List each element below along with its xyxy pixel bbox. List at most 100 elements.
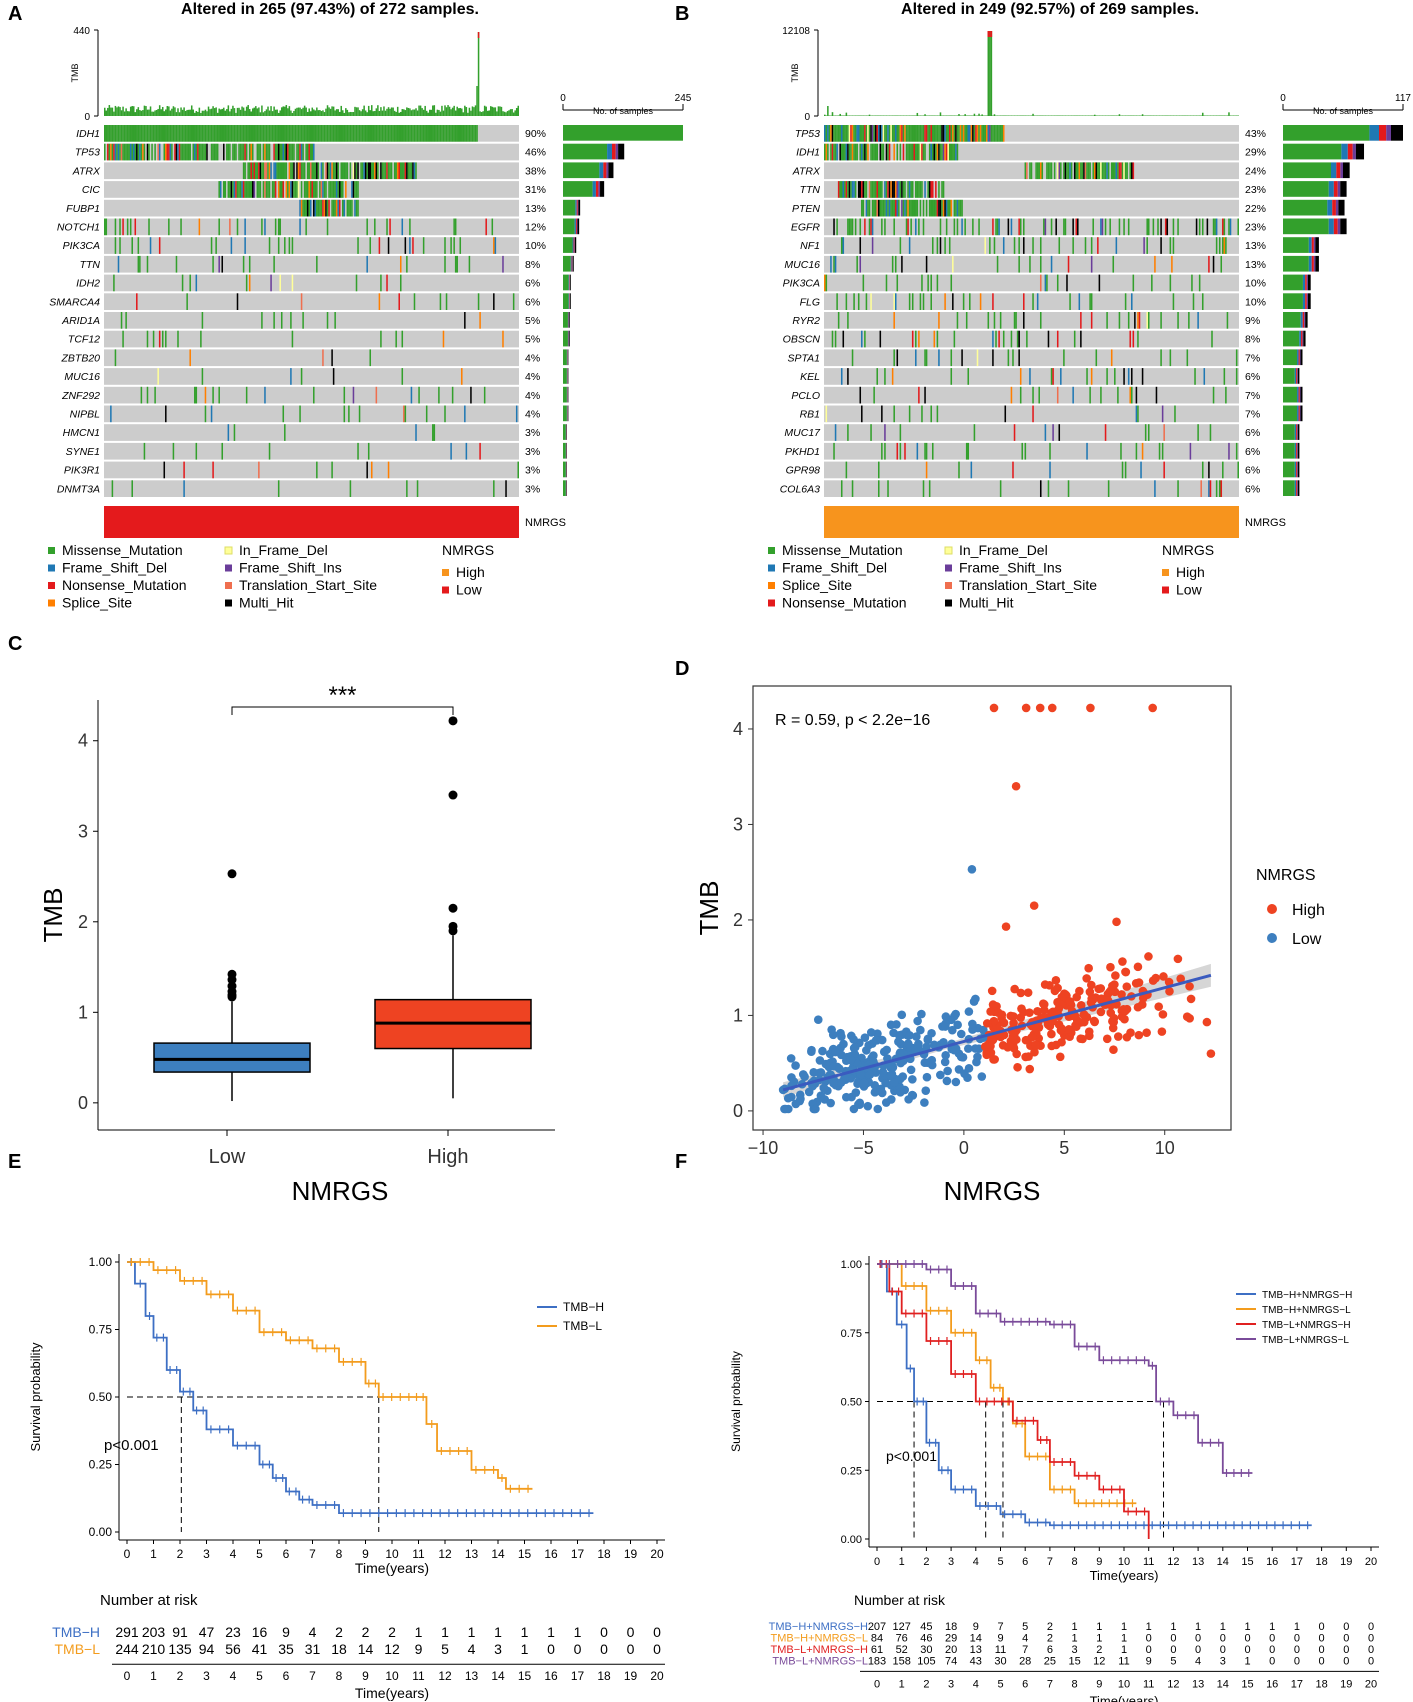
- gene-label: IDH1: [796, 147, 820, 159]
- mutation-cell: [911, 330, 914, 348]
- mutation-cell: [190, 125, 193, 142]
- mutation-cell: [271, 181, 274, 198]
- mutation-cell: [845, 461, 848, 479]
- mutation-cell: [189, 274, 191, 292]
- scatter-point-low: [894, 1037, 903, 1047]
- tmb-bar: [236, 107, 239, 116]
- tmb-bar: [864, 115, 866, 116]
- mutation-cell: [226, 125, 228, 142]
- mutation-cell: [271, 125, 274, 142]
- mutation-cell: [851, 218, 854, 236]
- mutation-cell: [221, 442, 224, 460]
- mutation-cell: [1023, 312, 1025, 329]
- mutation-cell: [251, 143, 254, 161]
- tmb-bar: [856, 115, 858, 116]
- mutation-cell: [1146, 312, 1148, 329]
- mutation-cell: [288, 162, 291, 180]
- x-tick-label: 6: [1022, 1556, 1028, 1568]
- mutation-cell: [300, 368, 303, 385]
- mutation-cell: [953, 125, 956, 142]
- gene-label: ATRX: [72, 165, 101, 177]
- tmb-bar: [203, 110, 205, 116]
- tmb-bar: [976, 115, 979, 116]
- mutation-cell: [1169, 237, 1172, 254]
- mutation-cell: [847, 368, 849, 385]
- y-tick-label: 2: [733, 910, 743, 930]
- mutation-cell: [853, 125, 855, 142]
- mutation-cell: [885, 274, 888, 292]
- mutation-cell: [328, 125, 330, 142]
- mutation-cell: [332, 181, 335, 198]
- scatter-point-high: [986, 1007, 995, 1016]
- x-tick-label: 0: [959, 1138, 969, 1158]
- tmb-bar: [842, 115, 845, 116]
- y-axis-title: TMB: [694, 881, 724, 936]
- side-bar-segment: [1298, 386, 1300, 403]
- tmb-bar: [268, 110, 271, 116]
- mutation-cell: [241, 143, 243, 161]
- gene-row-background: [824, 143, 1239, 161]
- panel-label-F: F: [675, 1151, 687, 1173]
- scatter-point-low: [951, 1077, 961, 1087]
- mutation-cell: [896, 442, 899, 460]
- mutation-cell: [201, 368, 204, 385]
- mutation-cell: [445, 293, 448, 310]
- mutation-cell: [893, 293, 895, 310]
- tmb-bar: [1200, 115, 1202, 116]
- mutation-cell: [961, 349, 963, 367]
- mutation-cell: [1223, 218, 1226, 236]
- mutation-cell: [436, 125, 439, 142]
- mutation-cell: [859, 143, 862, 161]
- side-bar-segment: [1305, 293, 1307, 309]
- tmb-bar: [824, 114, 826, 116]
- mutation-cell: [899, 143, 902, 161]
- tmb-bar: [924, 114, 926, 116]
- tmb-bar: [987, 31, 990, 116]
- mutation-cell: [942, 143, 945, 161]
- legend-swatch-low: [1267, 933, 1277, 943]
- gene-label: FUBP1: [66, 203, 100, 215]
- mutation-cell: [1177, 218, 1179, 236]
- risk-axis-tick-label: 9: [1096, 1678, 1102, 1690]
- tmb-bar: [1052, 115, 1054, 116]
- mutation-cell: [158, 237, 161, 254]
- mutation-cell: [502, 330, 504, 348]
- tmb-bar: [1047, 115, 1050, 116]
- risk-value: 0: [1269, 1633, 1275, 1645]
- mutation-cell: [314, 162, 317, 180]
- mutation-cell: [239, 125, 242, 142]
- tmb-bar: [348, 112, 350, 116]
- mutation-cell: [438, 386, 440, 404]
- mutation-cell: [172, 442, 175, 460]
- tmb-bar: [328, 107, 330, 116]
- mutation-cell: [288, 125, 291, 142]
- mutation-cell: [282, 162, 285, 180]
- mutation-cell: [1024, 162, 1027, 180]
- mutation-cell: [212, 386, 214, 404]
- tmb-bar: [862, 115, 865, 116]
- tmb-bar: [1160, 115, 1162, 116]
- mutation-cell: [288, 143, 291, 161]
- tmb-bar: [899, 115, 902, 116]
- mutation-cell: [399, 274, 402, 292]
- mutation-cell: [223, 143, 225, 161]
- scatter-point-high: [982, 1050, 992, 1060]
- mutation-cell: [1124, 461, 1127, 479]
- tmb-bar: [930, 115, 932, 116]
- scatter-point-low: [948, 1025, 957, 1035]
- mutation-cell: [355, 199, 358, 217]
- side-bar-segment: [563, 199, 576, 216]
- mutation-cell: [993, 125, 996, 142]
- mutation-cell: [1013, 424, 1016, 441]
- mutation-cell: [223, 181, 225, 198]
- mutation-cell: [1084, 237, 1087, 254]
- x-tick-label: 17: [1291, 1556, 1303, 1568]
- tmb-bar: [931, 115, 934, 116]
- group-legend-swatch: [442, 586, 449, 594]
- mutation-cell: [355, 125, 358, 142]
- y-tick-label: 1.00: [841, 1259, 862, 1271]
- mutation-cell: [393, 125, 396, 142]
- mutation-cell: [294, 125, 297, 142]
- mutation-cell: [371, 461, 373, 479]
- mutation-cell: [148, 218, 150, 236]
